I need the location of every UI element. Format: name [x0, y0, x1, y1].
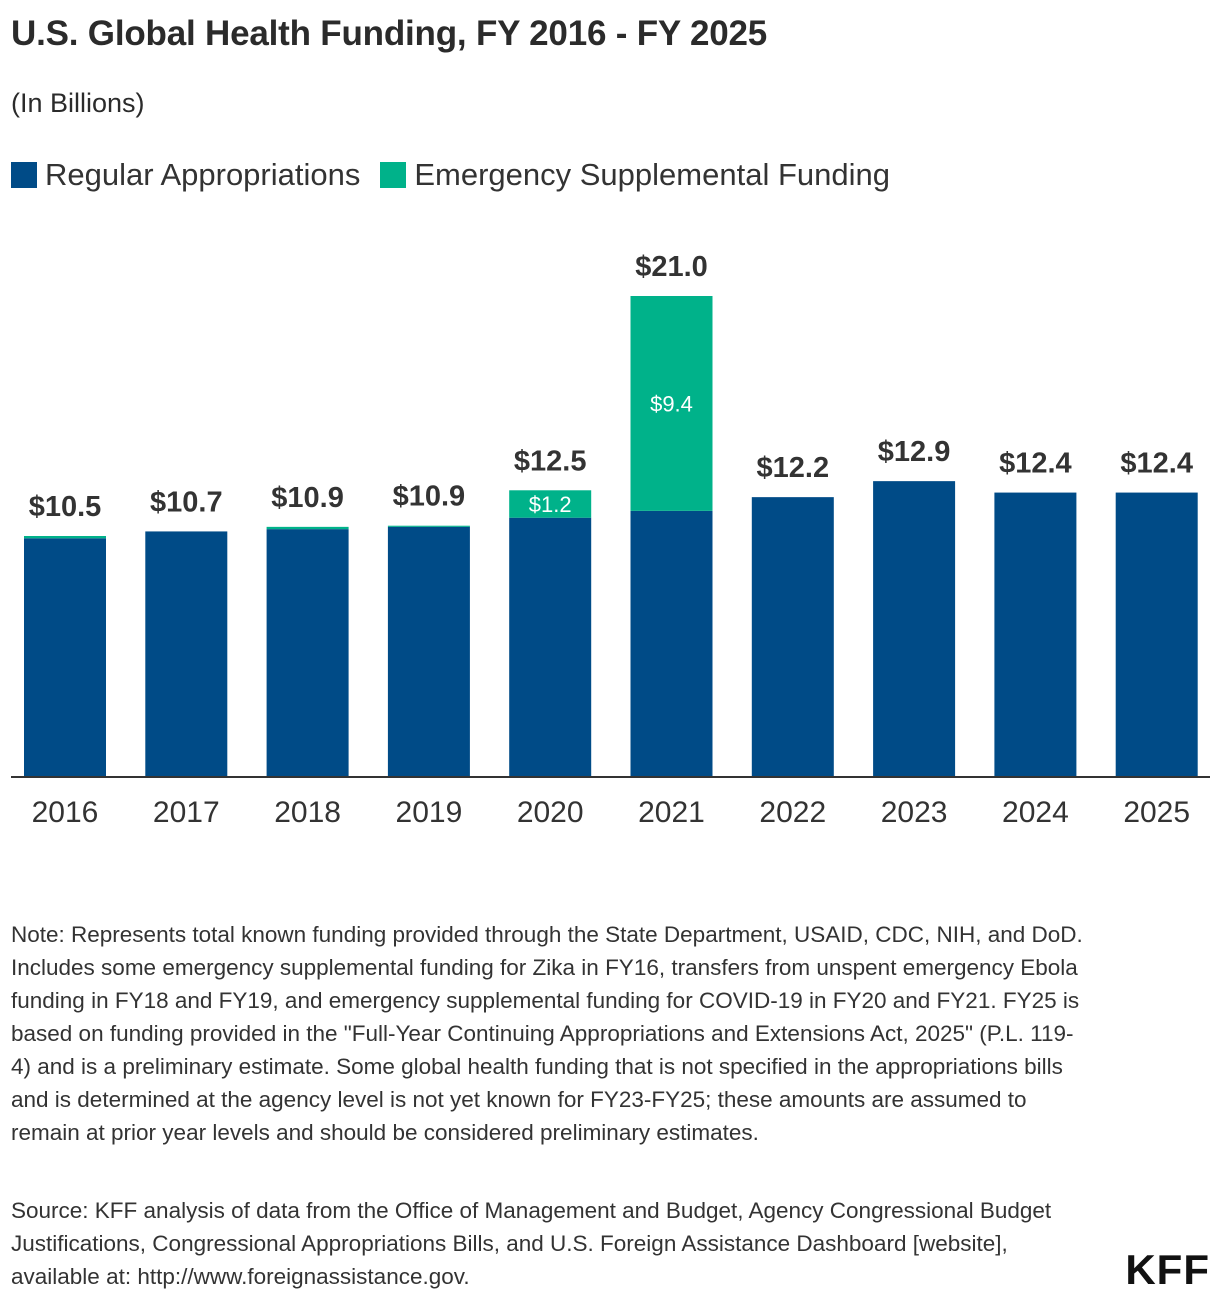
segment-label-emergency-2021: $9.4	[650, 391, 693, 416]
x-tick-label-2023: 2023	[881, 796, 948, 829]
legend-label-emergency: Emergency Supplemental Funding	[414, 157, 890, 192]
bar-chart: $10.5 2016 $10.7 2017 $10.9 2018 $10.9 2019 $1.2…	[11, 251, 1210, 829]
bar-emergency-2016	[24, 536, 106, 539]
chart-note: Note: Represents total known funding pro…	[11, 922, 1083, 1145]
legend-label-regular: Regular Appropriations	[45, 157, 361, 192]
total-label-2025: $12.4	[1120, 448, 1193, 480]
total-label-2021: $21.0	[635, 251, 708, 283]
x-tick-label-2020: 2020	[517, 796, 584, 829]
bar-regular-2019	[387, 526, 470, 776]
x-tick-label-2017: 2017	[153, 796, 220, 829]
bar-regular-2016	[24, 538, 106, 776]
bar-emergency-2020	[509, 490, 592, 518]
bar-regular-2017	[145, 531, 228, 776]
kff-logo: KFF	[1125, 1246, 1210, 1293]
x-tick-label-2021: 2021	[638, 796, 705, 829]
x-tick-label-2018: 2018	[274, 796, 341, 829]
legend-swatch-regular	[11, 162, 37, 188]
total-label-2024: $12.4	[999, 448, 1072, 480]
x-tick-label-2016: 2016	[32, 796, 99, 829]
chart-legend: Regular Appropriations Emergency Supplem…	[11, 157, 910, 193]
x-tick-label-2019: 2019	[396, 796, 463, 829]
total-label-2019: $10.9	[393, 481, 466, 513]
bar-emergency-2021	[630, 296, 713, 511]
bar-emergency-2018	[266, 526, 349, 530]
bar-regular-2021	[630, 510, 713, 776]
chart-source: Source: KFF analysis of data from the Of…	[11, 1198, 1052, 1289]
total-label-2017: $10.7	[150, 486, 223, 518]
bar-regular-2025	[1115, 492, 1198, 776]
bar-emergency-2019	[387, 525, 470, 527]
chart-title: U.S. Global Health Funding, FY 2016 - FY…	[11, 14, 768, 53]
bar-regular-2018	[266, 529, 349, 776]
legend-item-regular: Regular Appropriations	[11, 157, 360, 193]
bar-regular-2023	[873, 481, 956, 776]
x-tick-label-2025: 2025	[1123, 796, 1190, 829]
x-tick-label-2022: 2022	[759, 796, 826, 829]
total-label-2022: $12.2	[757, 452, 830, 484]
total-label-2020: $12.5	[514, 445, 587, 477]
legend-item-emergency: Emergency Supplemental Funding	[380, 157, 890, 193]
bar-regular-2022	[751, 497, 834, 776]
x-tick-label-2024: 2024	[1002, 796, 1069, 829]
chart-subtitle: (In Billions)	[11, 88, 145, 118]
segment-label-emergency-2020: $1.2	[529, 492, 572, 517]
legend-swatch-emergency	[380, 162, 407, 188]
bar-regular-2024	[994, 492, 1077, 776]
total-label-2018: $10.9	[271, 482, 344, 514]
total-label-2016: $10.5	[29, 491, 102, 523]
bar-regular-2020	[509, 517, 592, 776]
total-label-2023: $12.9	[878, 436, 951, 468]
